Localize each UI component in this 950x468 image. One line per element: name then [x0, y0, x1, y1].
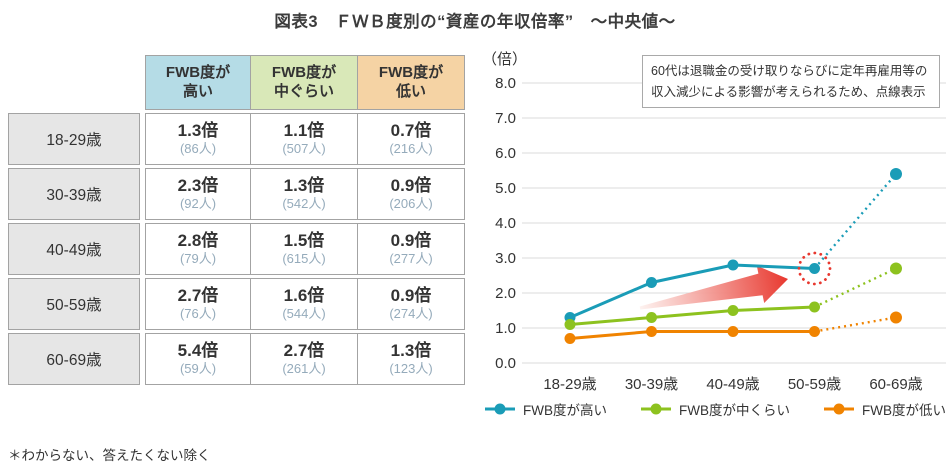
header-line: 中ぐらい: [273, 82, 334, 100]
line-chart: 0.0 1.0 2.0 3.0 4.0 5.0 6.0 7.0 8.0 （倍） 18-29歳 30-3…: [478, 46, 950, 426]
cell-count: (79人): [179, 251, 217, 267]
chart-canvas: 0.0 1.0 2.0 3.0 4.0 5.0 6.0 7.0 8.0 （倍） 18-29歳 30-3…: [482, 51, 946, 393]
table-header-high: FWB度が 高い: [145, 55, 251, 110]
table-cell: 2.8倍 (79人): [145, 223, 251, 275]
header-line: FWB度が: [378, 63, 444, 81]
table-cell: 1.6倍 (544人): [251, 278, 358, 330]
figure-title: 図表3 ＦＷＢ度別の“資産の年収倍率” ～中央値～: [274, 13, 676, 31]
table-cell: 0.7倍 (216人): [358, 113, 465, 165]
cell-value: 1.3倍: [390, 340, 432, 360]
svg-text:18-29歳: 18-29歳: [543, 376, 596, 393]
chart-legend: FWB度が高い FWB度が中くらい FWB度が低い: [484, 399, 946, 419]
cell-value: 0.9倍: [390, 175, 432, 195]
cell-count: (274人): [389, 306, 433, 322]
header-line: 高い: [182, 82, 213, 100]
svg-text:60-69歳: 60-69歳: [869, 376, 922, 393]
cell-count: (92人): [179, 196, 217, 212]
cell-value: 2.8倍: [177, 230, 219, 250]
row-label: 18-29歳: [8, 113, 140, 165]
legend-label: FWB度が高い: [523, 403, 607, 418]
legend-item-low: FWB度が低い: [823, 399, 946, 419]
table-header-low: FWB度が 低い: [358, 55, 465, 110]
cell-count: (507人): [282, 141, 326, 157]
footnote: ＊わからない、答えたくない除く: [8, 448, 211, 463]
svg-text:（倍）: （倍）: [482, 51, 527, 68]
cell-count: (86人): [179, 141, 217, 157]
header-line: 低い: [395, 82, 426, 100]
header-line: FWB度が: [165, 63, 231, 81]
cell-value: 2.3倍: [177, 175, 219, 195]
svg-text:40-49歳: 40-49歳: [706, 376, 759, 393]
legend-marker-icon: [824, 403, 854, 415]
legend-marker-icon: [641, 403, 671, 415]
table-cell: 1.3倍 (542人): [251, 168, 358, 220]
svg-text:0.0: 0.0: [495, 355, 516, 372]
cell-count: (542人): [282, 196, 326, 212]
row-label: 50-59歳: [8, 278, 140, 330]
cell-value: 0.7倍: [390, 120, 432, 140]
cell-value: 1.5倍: [283, 230, 325, 250]
table-cell: 0.9倍 (277人): [358, 223, 465, 275]
table-cell: 1.3倍 (86人): [145, 113, 251, 165]
cell-count: (277人): [389, 251, 433, 267]
cell-value: 2.7倍: [177, 285, 219, 305]
cell-value: 1.3倍: [283, 175, 325, 195]
table-cell: 1.1倍 (507人): [251, 113, 358, 165]
cell-value: 0.9倍: [390, 230, 432, 250]
svg-text:2.0: 2.0: [495, 285, 516, 302]
legend-label: FWB度が中くらい: [679, 403, 790, 418]
row-label: 60-69歳: [8, 333, 140, 385]
cell-count: (123人): [389, 361, 433, 377]
svg-text:7.0: 7.0: [495, 110, 516, 127]
table-cell: 1.3倍 (123人): [358, 333, 465, 385]
svg-text:50-59歳: 50-59歳: [788, 376, 841, 393]
cell-count: (261人): [282, 361, 326, 377]
table-cell: 5.4倍 (59人): [145, 333, 251, 385]
table-cell: 2.7倍 (261人): [251, 333, 358, 385]
svg-text:30-39歳: 30-39歳: [625, 376, 678, 393]
cell-count: (206人): [389, 196, 433, 212]
table-cell: 1.5倍 (615人): [251, 223, 358, 275]
cell-value: 2.7倍: [283, 340, 325, 360]
legend-label: FWB度が低い: [862, 403, 946, 418]
table-cell: 0.9倍 (206人): [358, 168, 465, 220]
cell-value: 0.9倍: [390, 285, 432, 305]
chart-annotation: 60代は退職金の受け取りならびに定年再雇用等の収入減少による影響が考えられるため…: [642, 55, 940, 109]
cell-count: (216人): [389, 141, 433, 157]
legend-item-mid: FWB度が中くらい: [640, 399, 790, 419]
cell-value: 1.1倍: [283, 120, 325, 140]
svg-text:1.0: 1.0: [495, 320, 516, 337]
svg-text:6.0: 6.0: [495, 145, 516, 162]
row-label: 30-39歳: [8, 168, 140, 220]
table-corner-cell: [8, 55, 140, 110]
svg-text:4.0: 4.0: [495, 215, 516, 232]
legend-item-high: FWB度が高い: [484, 399, 607, 419]
cell-count: (76人): [179, 306, 217, 322]
summary-table: FWB度が 高い FWB度が 中ぐらい FWB度が 低い 18-29歳 1.3倍…: [8, 55, 465, 385]
cell-count: (59人): [179, 361, 217, 377]
cell-value: 1.6倍: [283, 285, 325, 305]
legend-marker-icon: [485, 403, 515, 415]
cell-count: (615人): [282, 251, 326, 267]
header-line: FWB度が: [271, 63, 337, 81]
cell-value: 5.4倍: [177, 340, 219, 360]
svg-text:8.0: 8.0: [495, 75, 516, 92]
table-header-mid: FWB度が 中ぐらい: [251, 55, 358, 110]
row-label: 40-49歳: [8, 223, 140, 275]
table-cell: 0.9倍 (274人): [358, 278, 465, 330]
svg-text:5.0: 5.0: [495, 180, 516, 197]
cell-value: 1.3倍: [177, 120, 219, 140]
table-cell: 2.7倍 (76人): [145, 278, 251, 330]
table-cell: 2.3倍 (92人): [145, 168, 251, 220]
cell-count: (544人): [282, 306, 326, 322]
svg-text:3.0: 3.0: [495, 250, 516, 267]
